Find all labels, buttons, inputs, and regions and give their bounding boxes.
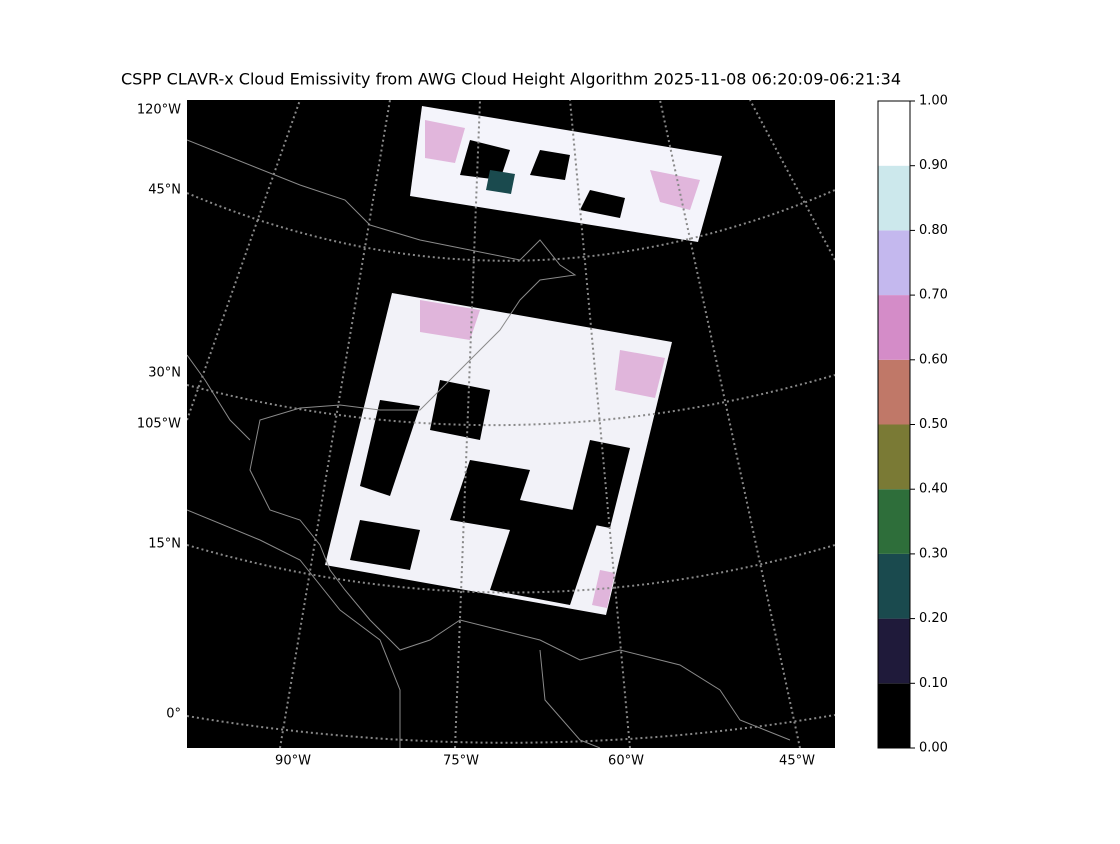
lat-label: 120°W: [137, 103, 181, 118]
map: 120°W 45°N 30°N 105°W 15°N 0° 90°W 75°W 60°W 45°…: [137, 100, 835, 769]
colorbar-tick-label: 0.50: [919, 417, 948, 432]
lon-label: 75°W: [443, 754, 479, 769]
lat-label: 45°N: [148, 183, 181, 198]
swath-north: [410, 106, 722, 242]
coastlines: [187, 139, 791, 748]
colorbar-tick-label: 1.00: [919, 94, 948, 109]
lon-label: 45°W: [779, 754, 815, 769]
colorbar-segment: [878, 683, 910, 748]
colorbar-tick-label: 0.20: [919, 611, 948, 626]
lon-label: 90°W: [275, 754, 311, 769]
colorbar-tick-label: 0.10: [919, 676, 948, 691]
title: CSPP CLAVR-x Cloud Emissivity from AWG C…: [121, 70, 901, 89]
colorbar-segment: [878, 359, 910, 425]
colorbar-tick-label: 0.80: [919, 223, 948, 238]
colorbar-tick-label: 0.90: [919, 158, 948, 173]
colorbar-segment: [878, 230, 910, 296]
lat-label: 30°N: [148, 366, 181, 381]
colorbar-tick-label: 0.00: [919, 741, 948, 756]
colorbar-tick-label: 0.70: [919, 288, 948, 303]
lat-label: 0°: [166, 707, 181, 722]
colorbar-segment: [878, 295, 910, 360]
lon-label: 60°W: [608, 754, 644, 769]
colorbar-segment: [878, 489, 910, 554]
colorbar: 0.00 0.10 0.20 0.30 0.40 0.50 0.60 0.70 0.80 0.90…: [877, 94, 948, 756]
colorbar-segment: [878, 618, 910, 684]
colorbar-tick-label: 0.40: [919, 482, 948, 497]
colorbar-segment: [878, 553, 910, 619]
lat-label: 105°W: [137, 417, 181, 432]
lat-label: 15°N: [148, 537, 181, 552]
colorbar-tick-label: 0.60: [919, 352, 948, 367]
colorbar-segment: [878, 424, 910, 490]
colorbar-segment: [878, 165, 910, 231]
colorbar-tick-label: 0.30: [919, 546, 948, 561]
colorbar-segment: [878, 101, 910, 166]
graticule: [187, 100, 835, 748]
swath-south: [325, 293, 672, 615]
